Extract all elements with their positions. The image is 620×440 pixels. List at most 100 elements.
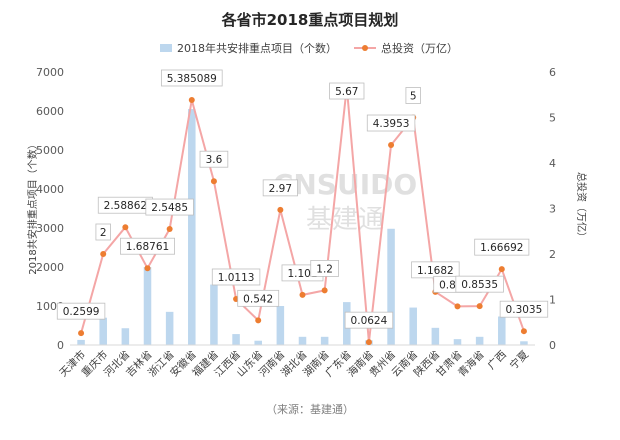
data-label-14: 4.3953 <box>366 114 416 132</box>
bar-11 <box>320 336 329 345</box>
y2-tick-label-3: 3 <box>549 203 556 216</box>
data-labels: 0.2599 2 2.58862 1.68761 2.5485 5.385089 3.6 1.… <box>56 69 549 329</box>
legend-label-line: 总投资（万亿） <box>381 41 458 55</box>
data-label-6: 3.6 <box>199 150 229 168</box>
line-point-5 <box>188 96 195 103</box>
bar-series <box>77 109 528 345</box>
line-point-20 <box>520 328 527 335</box>
bar-10 <box>298 336 307 345</box>
data-label-16: 1.1682 <box>411 261 460 279</box>
y2-tick-label-4: 4 <box>549 157 556 170</box>
line-point-14 <box>388 142 395 149</box>
data-label-text-0: 0.2599 <box>63 306 100 318</box>
y-tick-label-5: 5000 <box>36 144 64 157</box>
y-tick-label-3: 3000 <box>36 222 64 235</box>
bar-17 <box>453 339 462 345</box>
data-label-9: 2.97 <box>262 179 298 197</box>
line-point-19 <box>498 266 505 273</box>
line-point-8 <box>255 317 262 324</box>
data-label-text-4: 2.5485 <box>151 202 188 214</box>
data-label-box-12 <box>329 82 365 100</box>
bar-0 <box>77 339 85 345</box>
data-label-text-11: 1.2 <box>316 263 333 275</box>
data-label-15: 5 <box>405 87 421 104</box>
data-label-text-7: 1.0113 <box>218 272 255 284</box>
line-point-10 <box>299 291 306 298</box>
data-label-text-15: 5 <box>410 91 417 103</box>
data-label-box-11 <box>310 259 339 277</box>
data-label-box-1 <box>95 223 111 241</box>
line-point-0 <box>78 330 85 337</box>
line-point-6 <box>210 178 217 185</box>
data-label-text-9: 2.97 <box>269 183 292 195</box>
bar-9 <box>276 306 285 345</box>
legend: 2018年共安排重点项目（个数） 总投资（万亿） <box>160 41 458 55</box>
data-label-box-7 <box>211 268 261 286</box>
data-label-box-20 <box>499 300 549 318</box>
y-axis-title: 2018共安排重点项目（个数） <box>26 139 39 274</box>
legend-label-bar: 2018年共安排重点项目（个数） <box>177 41 337 55</box>
data-label-box-14 <box>366 114 416 132</box>
category-labels: 天津市重庆市河北省吉林省浙江省安徽省福建省江西省山东省河南省湖北省湖南省广东省海… <box>57 348 532 380</box>
line-point-3 <box>144 265 151 272</box>
bar-16 <box>431 327 440 345</box>
data-label-box-19 <box>474 238 530 256</box>
data-label-box-5 <box>160 69 223 87</box>
bar-2 <box>121 328 130 345</box>
data-label-8: 0.542 <box>237 289 280 307</box>
data-label-0: 0.2599 <box>56 302 106 320</box>
data-label-box-13 <box>344 311 394 329</box>
data-label-3: 1.68761 <box>120 237 176 255</box>
data-label-text-8: 0.542 <box>243 293 273 305</box>
y2-tick-label-1: 1 <box>549 294 556 307</box>
y2-tick-label-0: 0 <box>549 339 556 352</box>
data-label-box-9 <box>262 179 298 197</box>
data-label-text-2: 2.58862 <box>104 200 147 212</box>
bar-15 <box>409 307 417 345</box>
data-label-text-20: 0.3035 <box>506 304 543 316</box>
data-label-13: 0.0624 <box>344 311 394 329</box>
data-label-box-0 <box>56 302 106 320</box>
data-label-5: 5.385089 <box>160 69 223 87</box>
y-tick-label-0: 0 <box>57 339 64 352</box>
data-label-text-3: 1.68761 <box>126 241 169 253</box>
data-label-12: 5.67 <box>329 82 365 100</box>
line-point-13 <box>365 339 372 346</box>
data-label-text-10: 1.101 <box>287 268 317 280</box>
data-label-box-6 <box>199 150 229 168</box>
y2-tick-label-2: 2 <box>549 248 556 261</box>
line-point-18 <box>476 303 483 310</box>
bar-7 <box>232 334 240 345</box>
data-label-18: 0.8535 <box>455 275 504 293</box>
bar-5 <box>188 109 196 345</box>
line-point-2 <box>122 224 129 231</box>
y2-tick-label-6: 6 <box>549 66 556 79</box>
watermark: CNSUIDO 基建通 <box>273 168 417 235</box>
data-label-19: 1.66692 <box>474 238 530 256</box>
bar-6 <box>210 284 218 345</box>
category-label-19: 广西 <box>486 349 509 372</box>
data-label-text-12: 5.67 <box>335 86 358 98</box>
line-point-1 <box>100 251 107 257</box>
data-label-box-8 <box>237 289 280 307</box>
y-tick-label-6: 6000 <box>36 105 64 118</box>
data-label-text-5: 5.385089 <box>167 73 217 85</box>
data-label-box-15 <box>405 87 421 104</box>
data-label-1: 2 <box>95 223 111 241</box>
data-label-text-6: 3.6 <box>206 154 223 166</box>
data-label-2: 2.58862 <box>97 196 153 214</box>
right-axis-ticks: 0 1 2 3 4 5 6 <box>549 66 556 352</box>
data-label-text-14: 4.3953 <box>373 118 410 130</box>
data-label-4: 2.5485 <box>145 198 194 216</box>
line-point-11 <box>321 287 328 294</box>
y2-tick-label-5: 5 <box>549 112 556 125</box>
bar-8 <box>254 340 262 345</box>
data-label-text-16: 1.1682 <box>417 265 454 277</box>
line-point-9 <box>277 206 284 213</box>
y-tick-label-2: 2000 <box>36 261 64 274</box>
data-label-text-18: 0.8535 <box>461 279 498 291</box>
legend-swatch-marker <box>362 45 368 51</box>
data-label-box-3 <box>120 237 176 255</box>
